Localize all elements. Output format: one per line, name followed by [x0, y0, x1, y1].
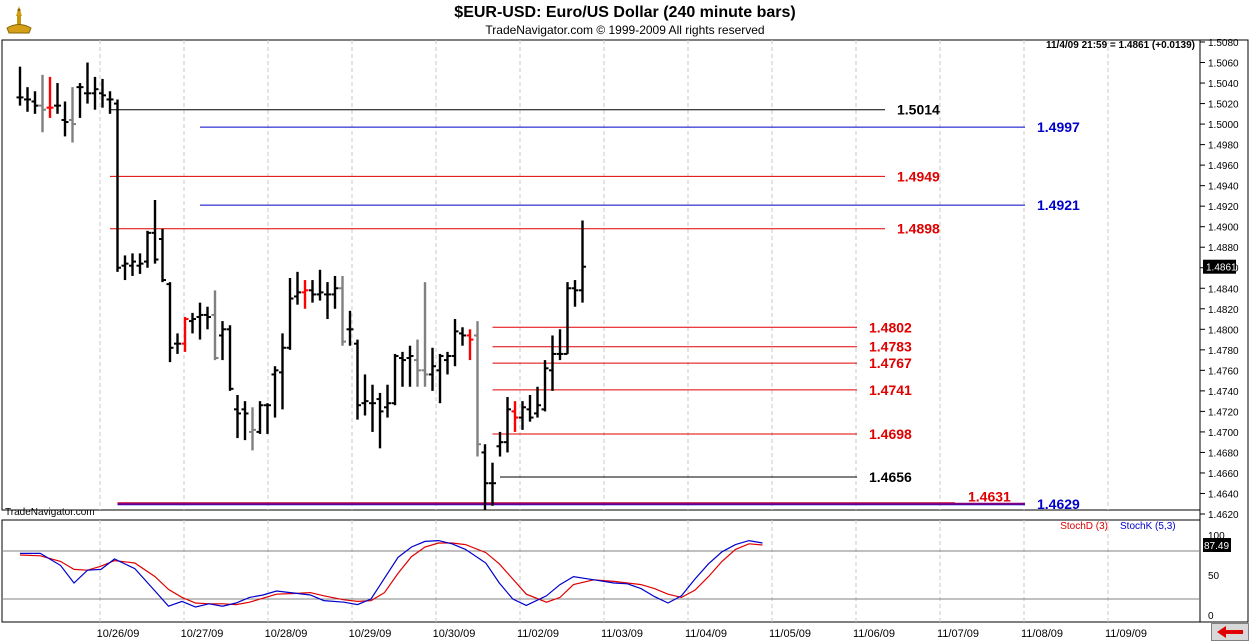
stoch-last-value-label: 87.49 — [1204, 541, 1229, 552]
price-axis-panel — [1199, 39, 1249, 623]
stoch-tick-label: 100 — [1208, 531, 1225, 542]
y-tick-label: 1.4720 — [1208, 407, 1239, 418]
level-label: 1.4698 — [869, 426, 912, 442]
level-label: 1.4741 — [869, 382, 912, 398]
y-tick-label: 1.5020 — [1208, 100, 1239, 111]
y-tick-label: 1.4780 — [1208, 346, 1239, 357]
stochastic-panel — [1, 519, 1201, 623]
stoch-series-line — [20, 539, 763, 608]
x-tick-label: 11/09/09 — [1105, 628, 1147, 640]
last-price-box — [1203, 259, 1236, 274]
y-tick-label: 1.4980 — [1208, 141, 1239, 152]
x-tick-label: 11/07/09 — [937, 628, 979, 640]
chart-title: $EUR-USD: Euro/US Dollar (240 minute bar… — [454, 4, 796, 21]
y-tick-label: 1.4660 — [1208, 469, 1239, 480]
stoch-tick-label: 50 — [1208, 571, 1220, 582]
y-tick-label: 1.4700 — [1208, 428, 1239, 439]
back-arrow-button[interactable] — [1211, 623, 1249, 641]
y-tick-label: 1.4740 — [1208, 387, 1239, 398]
y-tick-label: 1.5000 — [1208, 120, 1239, 131]
x-tick-label: 10/26/09 — [97, 628, 140, 640]
y-tick-label: 1.4960 — [1208, 161, 1239, 172]
stoch-last-value-box — [1203, 538, 1231, 553]
x-tick-label: 11/02/09 — [517, 628, 559, 640]
y-tick-label: 1.4900 — [1208, 223, 1239, 234]
y-tick-label: 1.4820 — [1208, 305, 1239, 316]
level-label: 1.4997 — [1037, 119, 1080, 135]
y-tick-label: 1.4940 — [1208, 182, 1239, 193]
y-tick-label: 1.4760 — [1208, 366, 1239, 377]
left-arrow-icon — [1217, 626, 1243, 638]
level-label: 1.4921 — [1037, 197, 1080, 213]
legend-stochk: StochK (5,3) — [1120, 521, 1176, 532]
level-label: 1.4949 — [897, 168, 940, 184]
x-tick-label: 11/03/09 — [601, 628, 643, 640]
level-label: 1.4898 — [897, 221, 940, 237]
level-label: 1.4767 — [869, 355, 912, 371]
level-label: 1.4631 — [968, 489, 1011, 505]
level-label: 1.4656 — [869, 469, 912, 485]
stoch-series-line — [19, 542, 763, 606]
y-tick-label: 1.4680 — [1208, 448, 1239, 459]
y-tick-label: 1.4640 — [1208, 489, 1239, 500]
y-tick-label: 1.5080 — [1208, 38, 1239, 49]
y-tick-label: 1.4920 — [1208, 202, 1239, 213]
level-label: 1.4783 — [869, 339, 912, 355]
x-tick-label: 11/04/09 — [685, 628, 727, 640]
price-panel — [1, 39, 1201, 511]
y-tick-label: 1.5060 — [1208, 59, 1239, 70]
y-tick-label: 1.4840 — [1208, 284, 1239, 295]
copyright-subtitle: TradeNavigator.com © 1999-2009 All right… — [485, 23, 765, 37]
level-label: 1.5014 — [897, 102, 940, 118]
level-label: 1.4802 — [869, 319, 912, 335]
x-tick-label: 11/06/09 — [853, 628, 895, 640]
y-tick-label: 1.4800 — [1208, 325, 1239, 336]
y-tick-label: 1.4880 — [1208, 243, 1239, 254]
quote-readout: 11/4/09 21:59 = 1.4861 (+0.0139) — [1046, 40, 1195, 51]
y-tick-label: 1.5040 — [1208, 79, 1239, 90]
trade-navigator-logo-icon — [6, 6, 32, 34]
x-tick-label: 11/08/09 — [1021, 628, 1063, 640]
watermark-text: TradeNavigator.com — [5, 507, 95, 518]
x-tick-label: 10/28/09 — [265, 628, 308, 640]
x-tick-label: 11/05/09 — [769, 628, 811, 640]
level-label: 1.4629 — [1037, 496, 1080, 512]
stoch-tick-label: 0 — [1208, 611, 1214, 622]
legend-stochd: StochD (3) — [1060, 521, 1108, 532]
x-tick-label: 10/27/09 — [181, 628, 224, 640]
x-tick-label: 10/30/09 — [433, 628, 476, 640]
y-tick-label: 1.4620 — [1208, 510, 1239, 521]
x-tick-label: 10/29/09 — [349, 628, 392, 640]
last-price-label: 1.4861 — [1206, 263, 1237, 274]
chart-header: $EUR-USD: Euro/US Dollar (240 minute bar… — [0, 0, 1250, 40]
